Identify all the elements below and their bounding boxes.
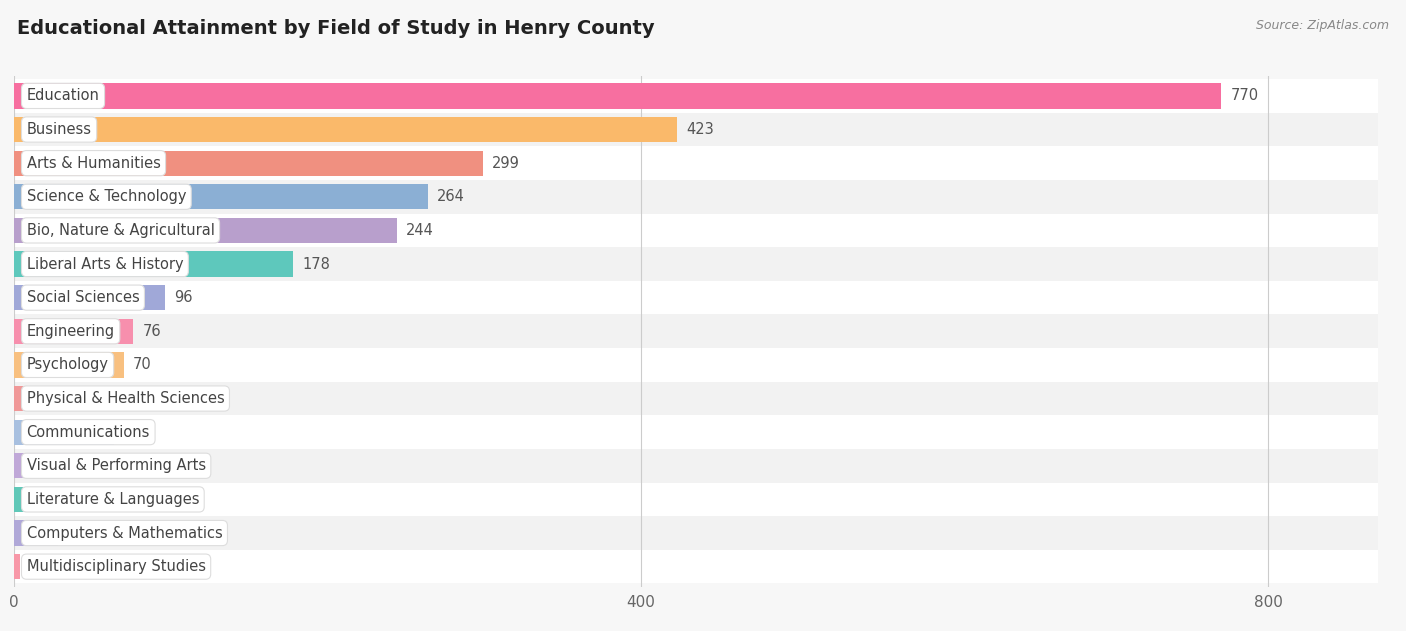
Text: 66: 66	[127, 391, 145, 406]
Bar	[14, 113, 1378, 146]
Bar	[14, 550, 1378, 584]
Bar	[14, 247, 1378, 281]
Bar	[14, 83, 1222, 109]
Text: Physical & Health Sciences: Physical & Health Sciences	[27, 391, 225, 406]
Bar	[14, 386, 118, 411]
Bar	[14, 487, 60, 512]
Bar	[14, 117, 678, 142]
Bar	[14, 554, 20, 579]
Text: Liberal Arts & History: Liberal Arts & History	[27, 257, 183, 271]
Text: Psychology: Psychology	[27, 357, 108, 372]
Text: Communications: Communications	[27, 425, 150, 440]
Text: Computers & Mathematics: Computers & Mathematics	[27, 526, 222, 541]
Bar	[14, 285, 165, 310]
Bar	[14, 314, 1378, 348]
Bar	[14, 319, 134, 344]
Text: Arts & Humanities: Arts & Humanities	[27, 156, 160, 170]
Bar	[14, 449, 1378, 483]
Bar	[14, 151, 482, 176]
Text: Science & Technology: Science & Technology	[27, 189, 186, 204]
Bar	[14, 483, 1378, 516]
Bar	[14, 218, 396, 243]
Text: 70: 70	[134, 357, 152, 372]
Text: Source: ZipAtlas.com: Source: ZipAtlas.com	[1256, 19, 1389, 32]
Text: Visual & Performing Arts: Visual & Performing Arts	[27, 458, 205, 473]
Bar	[14, 180, 1378, 213]
Bar	[14, 521, 58, 546]
Bar	[14, 420, 114, 445]
Text: Education: Education	[27, 88, 100, 103]
Text: 96: 96	[174, 290, 193, 305]
Bar	[14, 382, 1378, 415]
Text: 28: 28	[67, 526, 86, 541]
Text: Bio, Nature & Agricultural: Bio, Nature & Agricultural	[27, 223, 215, 238]
Text: 770: 770	[1230, 88, 1258, 103]
Text: 423: 423	[686, 122, 714, 137]
Text: Engineering: Engineering	[27, 324, 115, 339]
Text: 36: 36	[80, 458, 98, 473]
Text: 76: 76	[142, 324, 162, 339]
Bar	[14, 348, 1378, 382]
Bar	[14, 415, 1378, 449]
Bar	[14, 352, 124, 377]
Text: Multidisciplinary Studies: Multidisciplinary Studies	[27, 559, 205, 574]
Text: Business: Business	[27, 122, 91, 137]
Bar	[14, 453, 70, 478]
Text: 244: 244	[406, 223, 434, 238]
Bar	[14, 146, 1378, 180]
Text: 64: 64	[124, 425, 142, 440]
Text: Educational Attainment by Field of Study in Henry County: Educational Attainment by Field of Study…	[17, 19, 655, 38]
Bar	[14, 79, 1378, 113]
Text: Social Sciences: Social Sciences	[27, 290, 139, 305]
Text: 264: 264	[437, 189, 465, 204]
Bar	[14, 516, 1378, 550]
Text: Literature & Languages: Literature & Languages	[27, 492, 200, 507]
Text: 30: 30	[70, 492, 89, 507]
Bar	[14, 184, 427, 209]
Bar	[14, 251, 292, 276]
Bar	[14, 281, 1378, 314]
Text: 178: 178	[302, 257, 330, 271]
Text: 299: 299	[492, 156, 520, 170]
Bar	[14, 213, 1378, 247]
Text: 4: 4	[30, 559, 39, 574]
